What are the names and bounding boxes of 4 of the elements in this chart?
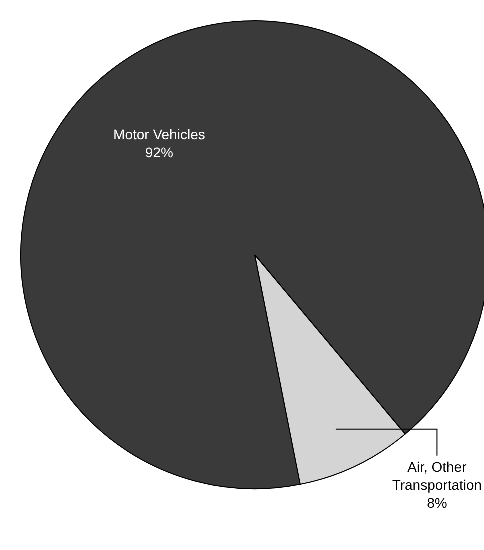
data-label: 92% <box>145 144 174 160</box>
data-label: 8% <box>427 494 448 511</box>
slice-label: Air, Other Transportation <box>392 458 482 493</box>
slice-label: Motor Vehicles <box>114 126 206 142</box>
